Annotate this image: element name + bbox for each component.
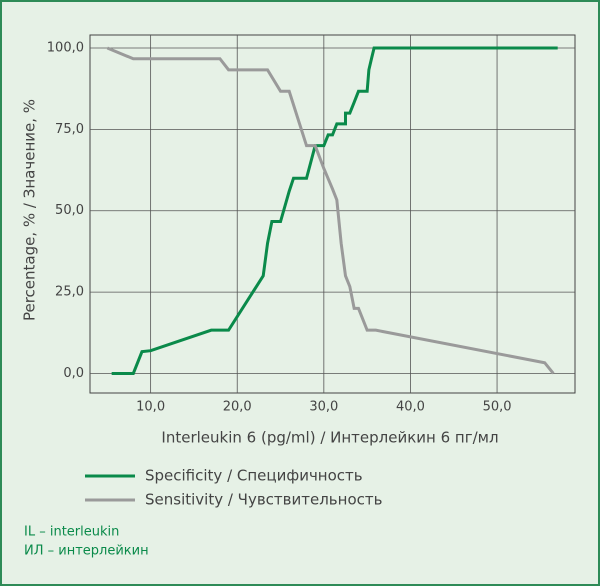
x-tick-label: 30,0 [309,400,338,415]
note: ИЛ – интерлейкин [24,544,149,559]
y-axis-label: Percentage, % / Значение, % [21,99,39,321]
x-axis-label: Interleukin 6 (pg/ml) / Интерлейкин 6 пг… [161,429,498,447]
series-line [111,46,558,375]
x-tick-label: 10,0 [136,400,165,415]
y-tick-label: 50,0 [55,203,84,218]
note: IL – interleukin [24,525,119,540]
x-tick-label: 50,0 [483,400,512,415]
x-tick-label: 20,0 [223,400,252,415]
y-tick-label: 75,0 [55,122,84,137]
legend-label: Sensitivity / Чувствительность [145,491,382,509]
legend-label: Specificity / Специфичность [145,467,363,485]
plot-area [89,34,576,394]
series-line [106,46,555,375]
y-tick-label: 100,0 [47,41,84,56]
y-tick-label: 25,0 [55,285,84,300]
y-tick-label: 0,0 [63,366,84,381]
x-tick-label: 40,0 [396,400,425,415]
